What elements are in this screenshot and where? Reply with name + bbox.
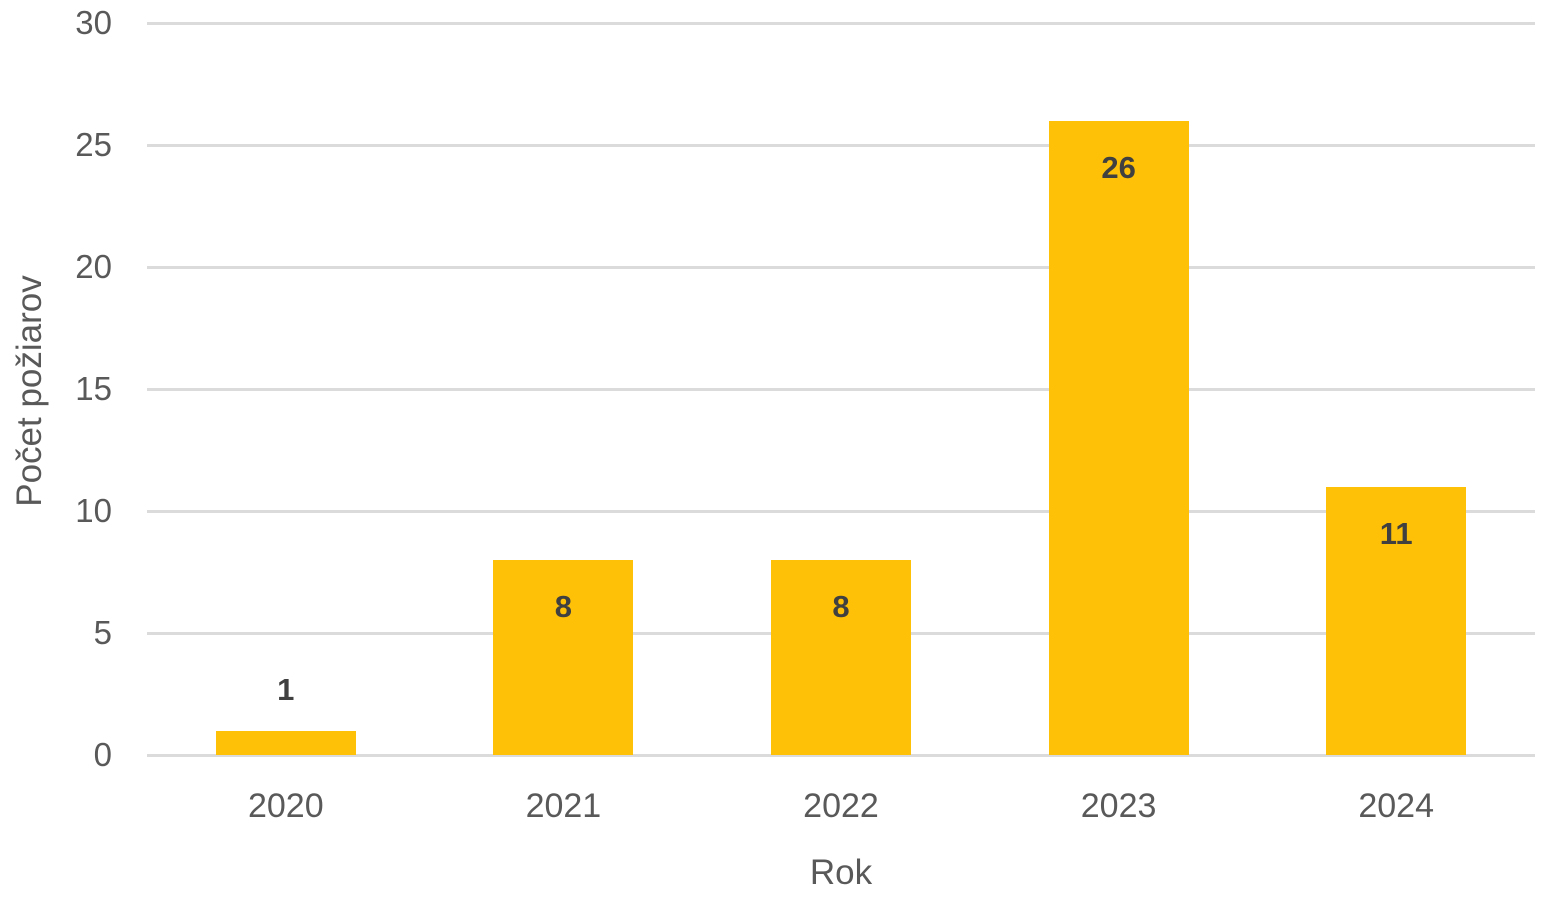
y-tick-label-15: 15 [75,370,112,407]
y-tick-label-25: 25 [75,126,112,163]
x-tick-label-2023: 2023 [1080,787,1157,825]
x-tick-label-2024: 2024 [1358,787,1434,825]
data-label-2022: 8 [832,588,850,624]
gridline-y-10 [147,510,1535,513]
bar-2023 [1048,120,1189,755]
y-tick-label-10: 10 [75,492,112,529]
x-tick-label-2021: 2021 [525,787,602,825]
data-label-2023: 26 [1101,149,1136,185]
data-label-2021: 8 [554,588,573,624]
y-tick-label-20: 20 [75,248,112,285]
bar-2022 [771,559,911,755]
gridline-y-15 [147,388,1535,391]
x-tick-label-2020: 2020 [247,787,324,825]
gridline-y-0 [147,754,1535,757]
gridline-y-30 [147,22,1535,25]
data-label-2020: 1 [277,671,295,707]
gridline-y-25 [147,144,1535,147]
x-tick-label-2022: 2022 [803,787,879,825]
y-tick-label-5: 5 [93,614,112,651]
bar-2020 [215,730,356,755]
bar-2024 [1326,486,1467,755]
gridline-y-20 [147,266,1535,269]
y-tick-label-0: 0 [93,736,112,773]
bar-2021 [493,559,634,755]
data-label-2024: 11 [1379,515,1413,551]
y-tick-label-30: 30 [75,4,112,41]
x-axis-title: Rok [809,853,873,892]
